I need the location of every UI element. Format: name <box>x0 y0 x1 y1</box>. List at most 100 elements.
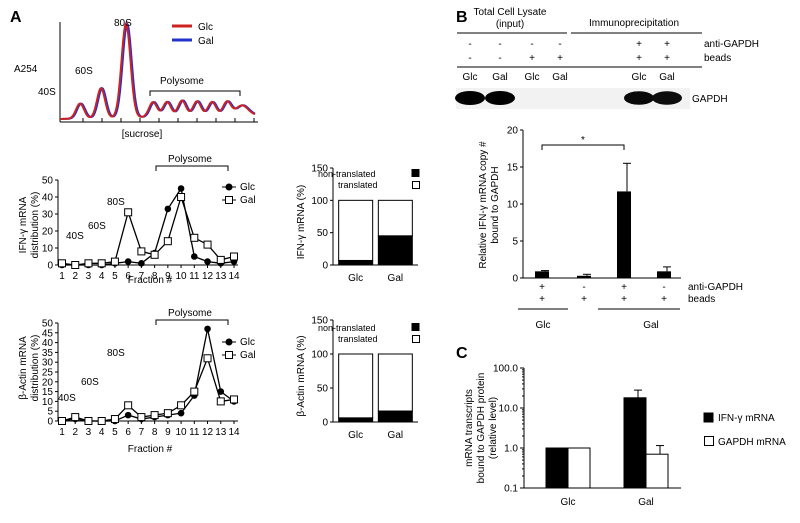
a254-legend-gal: Gal <box>198 36 214 47</box>
ifn-x-tick-label: 5 <box>112 271 118 282</box>
actin-distribution-xlabel: Fraction # <box>128 444 173 455</box>
actin-distribution-chart: β-Actin mRNA distribution (%) Fraction #… <box>18 308 256 455</box>
actin-point-glc <box>177 409 185 417</box>
actin-translated-bar-translated-glc <box>338 353 374 419</box>
actin-legend-gal-marker <box>225 351 233 359</box>
b-bar <box>535 271 549 278</box>
blot-lane-label: Glc <box>525 72 540 83</box>
blot-band <box>455 91 485 105</box>
ifn-x-tick-label: 4 <box>99 271 105 282</box>
ifn-point-gal <box>216 255 225 264</box>
blot-band <box>485 91 515 105</box>
c-legend-gapdh: GAPDH mRNA <box>718 437 786 448</box>
ifn-point-gal <box>230 252 238 261</box>
b-ylabel-1: Relative IFN-γ mRNA copy # <box>478 141 489 269</box>
actin-y-tick-label: 5 <box>47 407 53 418</box>
ifn-distribution-chart: IFN-γ mRNA distribution (%) Fraction # P… <box>18 154 256 286</box>
actin-point-gal <box>230 395 238 404</box>
actin-point-gal <box>216 397 225 406</box>
actin-translated-y-tick-label: 50 <box>317 384 329 395</box>
actin-point-gal <box>137 413 146 422</box>
ifn-point-gal <box>177 193 186 201</box>
ifn-translated-y-tick-label: 150 <box>311 164 328 175</box>
actin-translated-category-label: Glc <box>348 430 363 441</box>
actin-point-gal <box>203 354 212 363</box>
blot-anti-GAPDH-mark: - <box>530 39 533 50</box>
blot-lane-label: Glc <box>632 72 647 83</box>
actin-legend-translated: translated <box>338 334 378 344</box>
ifn-x-tick-label: 6 <box>125 271 131 282</box>
actin-translated-ylabel: β-Actin mRNA (%) <box>296 335 307 416</box>
b-anti-gapdh-mark: - <box>582 282 585 293</box>
b-group-gal: Gal <box>643 320 659 331</box>
b-beads-mark: + <box>661 294 667 305</box>
ifn-y-tick-label: 30 <box>42 210 54 221</box>
b-beads-mark: + <box>539 294 545 305</box>
ifn-point-gal <box>190 233 199 242</box>
actin-translated-y-tick-label: 150 <box>311 316 328 327</box>
ifn-bound-gapdh-chart: Relative IFN-γ mRNA copy # bound to GAPD… <box>478 126 743 332</box>
ifn-point-gal <box>124 208 133 217</box>
panel-letter-c: C <box>456 345 468 362</box>
c-category-label: Glc <box>561 497 576 508</box>
actin-y-tick-label: 35 <box>42 348 54 359</box>
blot-band <box>652 91 682 105</box>
actin-distribution-ylabel-1: β-Actin mRNA <box>18 336 29 400</box>
blot-lane-label: Glc <box>463 72 478 83</box>
glc-profile-line <box>60 21 256 120</box>
blot-beads-mark: - <box>498 53 501 64</box>
blot-band <box>624 91 654 105</box>
actin-x-tick-label: 1 <box>59 427 65 438</box>
mrna-bound-gapdh-protein-chart: mRNA transcripts bound to GAPDH protein … <box>464 364 786 509</box>
blot-lane-label: Gal <box>659 72 675 83</box>
ifn-point-gal <box>58 259 66 268</box>
a254-ylabel: A254 <box>14 64 38 75</box>
actin-x-tick-label: 12 <box>202 427 214 438</box>
blot-header-ip: Immunoprecipitation <box>589 18 679 29</box>
c-y-tick-label: 100.0 <box>493 364 518 375</box>
actin-label-40s: 40S <box>58 393 76 404</box>
ifn-translated-bar-non-translated-gal <box>377 235 413 266</box>
actin-legend-non-translated: non-translated <box>318 323 376 333</box>
ifn-x-tick-label: 1 <box>59 271 65 282</box>
ifn-x-tick-label: 13 <box>215 271 227 282</box>
actin-series-glc-line <box>61 328 235 422</box>
ifn-x-tick-label: 14 <box>228 271 240 282</box>
ifn-point-glc <box>138 260 145 267</box>
ifn-point-gal <box>71 261 80 269</box>
ifn-x-tick-label: 7 <box>139 271 145 282</box>
actin-point-gal <box>150 411 159 420</box>
ifn-y-tick-label: 50 <box>42 176 54 187</box>
b-beads-mark: + <box>621 294 627 305</box>
blot-beads-mark: + <box>664 53 670 64</box>
actin-x-tick-label: 4 <box>99 427 105 438</box>
ifn-label-60s: 60S <box>88 221 106 232</box>
actin-x-tick-label: 11 <box>189 427 200 438</box>
ifn-y-tick-label: 20 <box>42 227 54 238</box>
ifn-x-tick-label: 9 <box>165 271 171 282</box>
b-beads-mark: + <box>581 294 587 305</box>
actin-point-gal <box>84 417 93 425</box>
actin-x-tick-label: 10 <box>176 427 188 438</box>
blot-row-label-beads: beads <box>704 53 731 64</box>
ifn-legend-non-translated: non-translated <box>318 169 376 179</box>
actin-point-glc <box>124 411 132 419</box>
b-ylabel-2: bound to GAPDH <box>490 166 501 243</box>
blot-beads-mark: + <box>557 53 563 64</box>
panel-letter-a: A <box>10 9 22 26</box>
c-bar-gapdh-glc <box>567 447 591 489</box>
ifn-point-gal <box>84 259 93 268</box>
blot-lane-label: Gal <box>552 72 568 83</box>
ifn-point-gal <box>163 237 172 246</box>
a254-label-80s: 80S <box>114 18 132 29</box>
western-blot: Total Cell Lysate (input) Immunoprecipit… <box>455 7 759 109</box>
ifn-legend-gal: Gal <box>240 195 256 206</box>
ifn-polysome-label: Polysome <box>168 154 212 165</box>
actin-point-gal <box>97 417 106 425</box>
blot-anti-GAPDH-mark: + <box>664 39 670 50</box>
ifn-x-tick-label: 8 <box>152 271 158 282</box>
blot-anti-GAPDH-mark: - <box>558 39 561 50</box>
c-y-tick-label: 1.0 <box>504 444 518 455</box>
actin-x-tick-label: 9 <box>165 427 171 438</box>
ifn-point-glc <box>177 185 185 192</box>
